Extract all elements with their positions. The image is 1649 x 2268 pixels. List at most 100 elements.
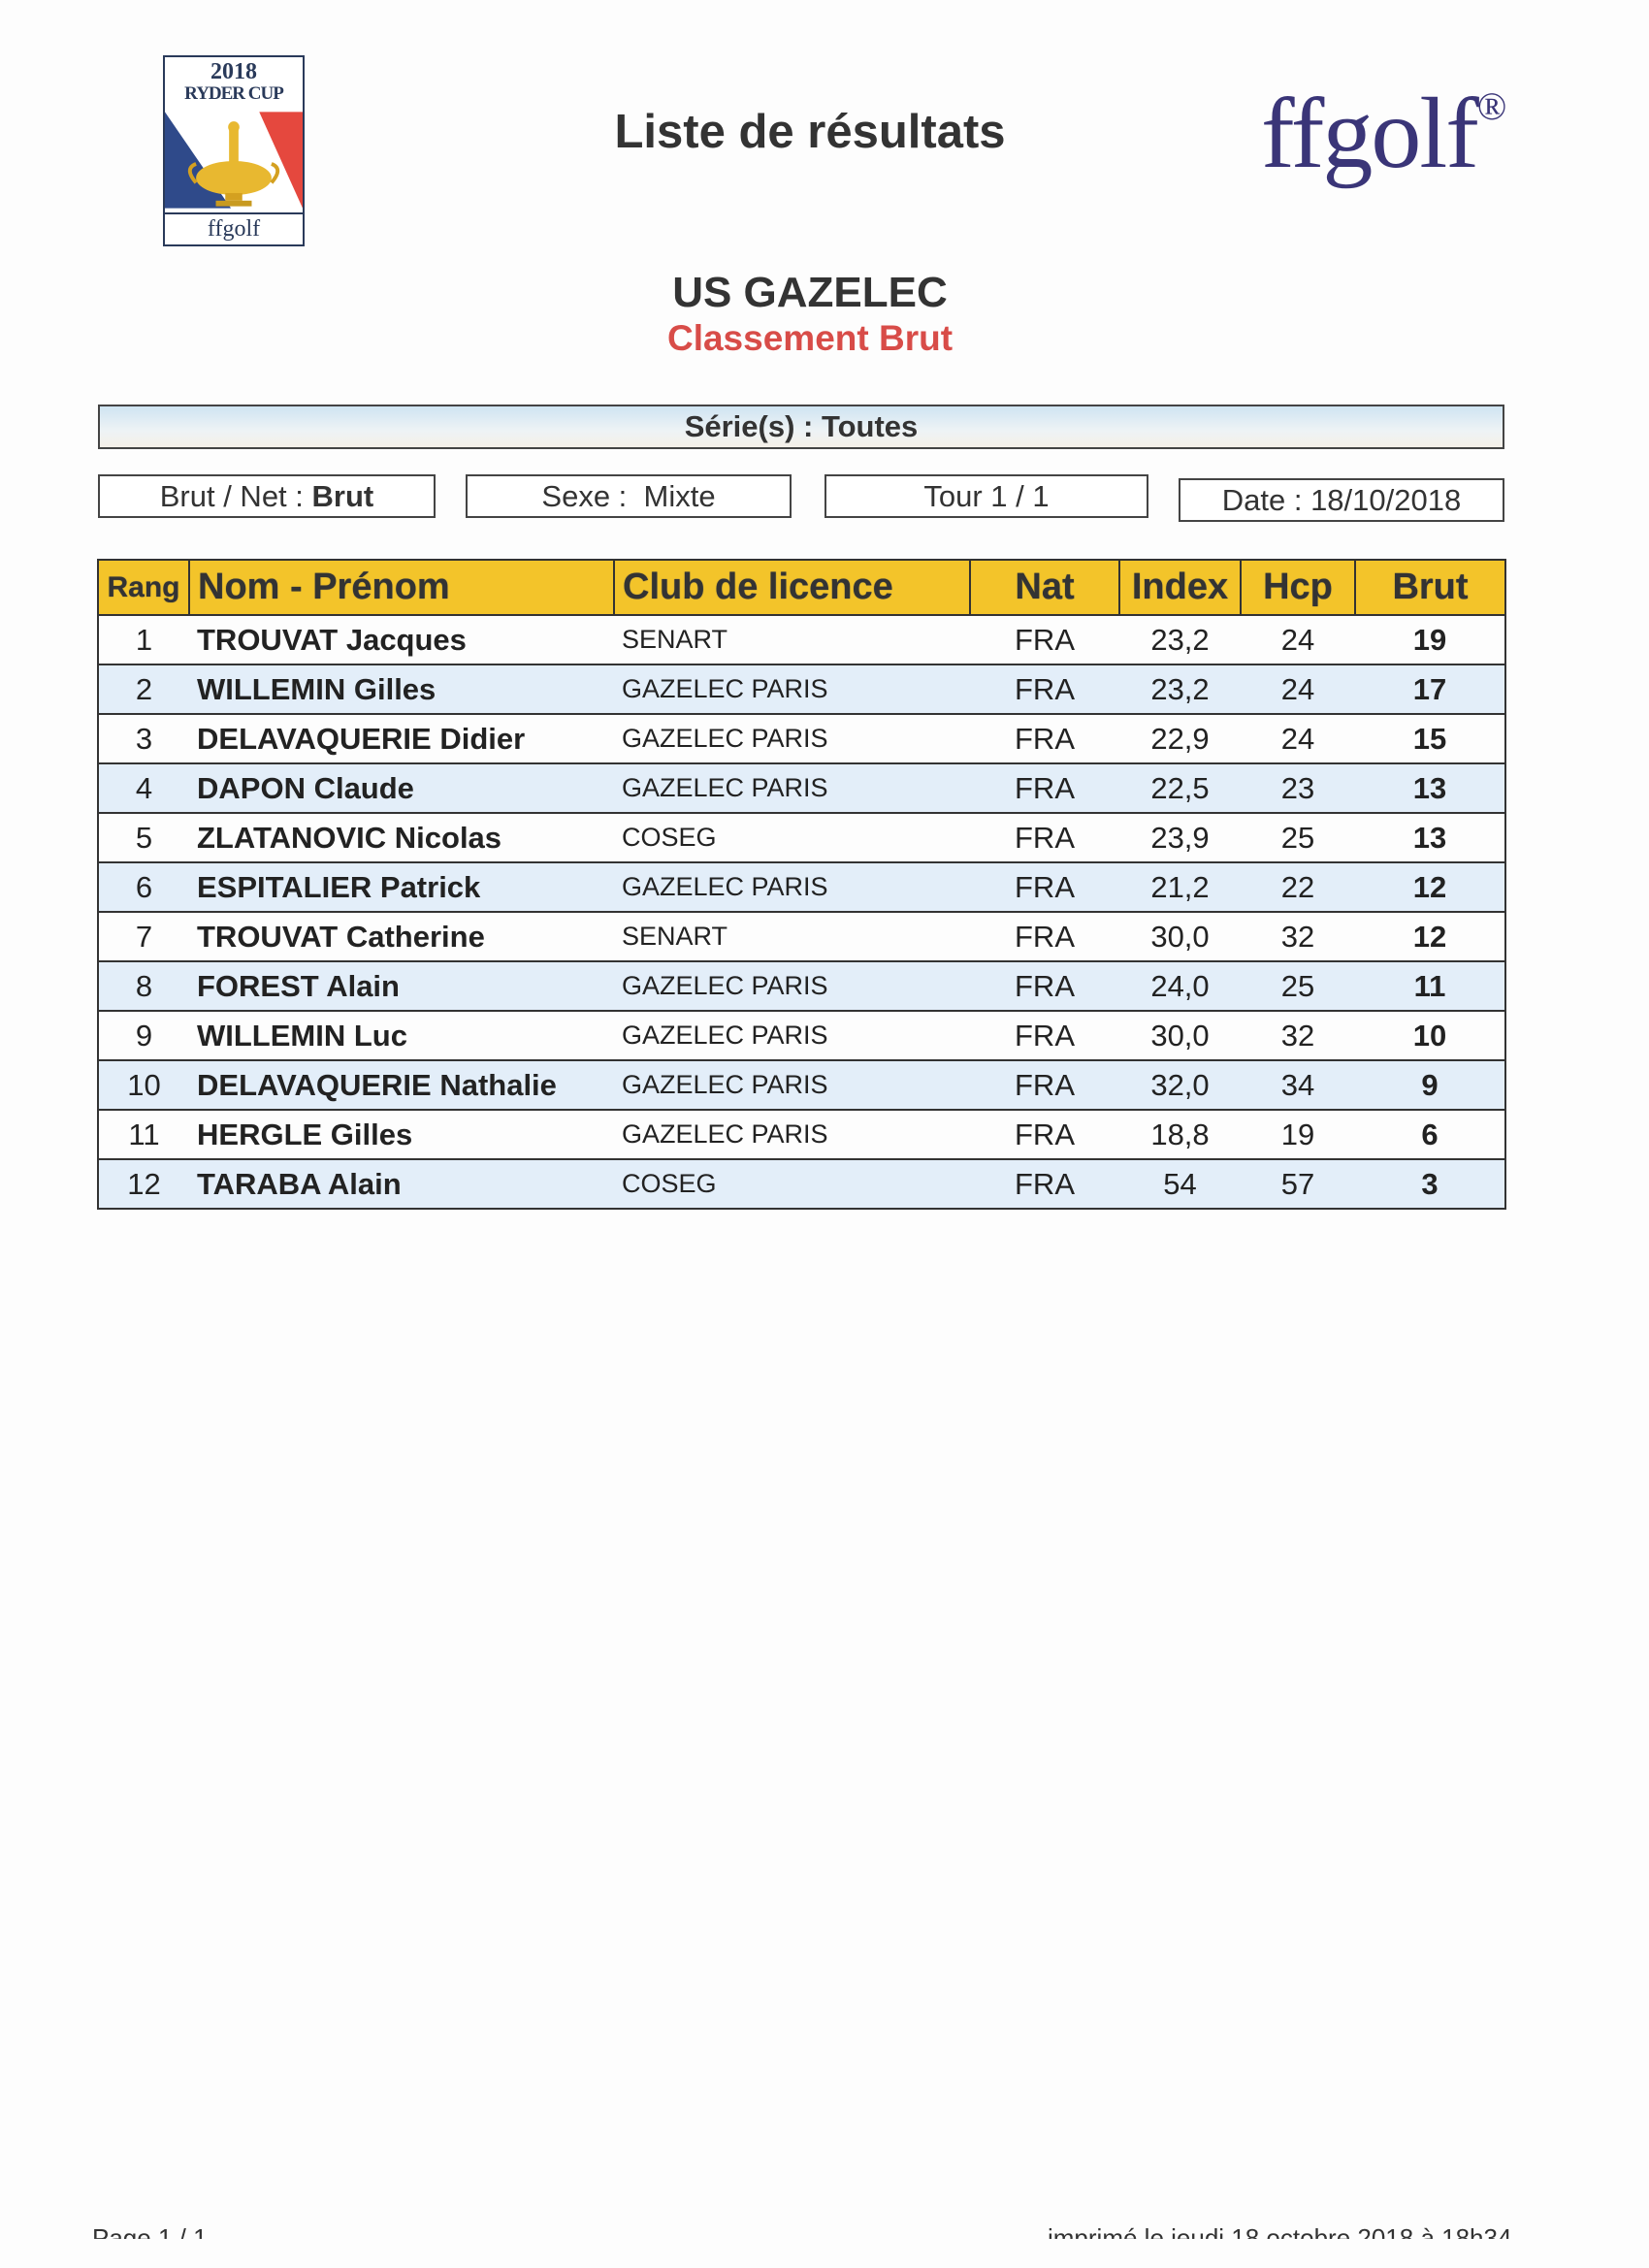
date-box: Date : 18/10/2018 xyxy=(1179,478,1504,522)
cell-nom: HERGLE Gilles xyxy=(189,1110,614,1160)
cell-index: 23,2 xyxy=(1119,664,1241,715)
table-row: 10 DELAVAQUERIE Nathalie GAZELEC PARIS FRA 3… xyxy=(97,1060,1506,1111)
cell-hcp: 57 xyxy=(1241,1159,1355,1210)
cell-brut: 9 xyxy=(1355,1060,1506,1111)
cell-nat: FRA xyxy=(970,763,1119,814)
cell-nat: FRA xyxy=(970,664,1119,715)
cell-club: GAZELEC PARIS xyxy=(614,1110,970,1160)
registered-icon: ® xyxy=(1476,84,1506,128)
cell-hcp: 25 xyxy=(1241,961,1355,1012)
cell-index: 18,8 xyxy=(1119,1110,1241,1160)
cell-brut: 19 xyxy=(1355,615,1506,665)
cell-nom: DELAVAQUERIE Didier xyxy=(189,714,614,764)
cell-rang: 5 xyxy=(97,813,189,863)
cell-brut: 11 xyxy=(1355,961,1506,1012)
cell-index: 24,0 xyxy=(1119,961,1241,1012)
logo-year: 2018 xyxy=(210,59,257,84)
cell-index: 32,0 xyxy=(1119,1060,1241,1111)
classement-title: Classement Brut xyxy=(666,318,954,358)
cell-club: GAZELEC PARIS xyxy=(614,1060,970,1111)
cell-club: GAZELEC PARIS xyxy=(614,714,970,764)
cell-rang: 7 xyxy=(97,912,189,962)
cell-hcp: 24 xyxy=(1241,615,1355,665)
cell-club: GAZELEC PARIS xyxy=(614,1011,970,1061)
cell-index: 22,5 xyxy=(1119,763,1241,814)
table-row: 6 ESPITALIER Patrick GAZELEC PARIS FRA 21,2 2… xyxy=(97,862,1506,913)
cell-nom: ESPITALIER Patrick xyxy=(189,862,614,913)
sexe-box: Sexe : Mixte xyxy=(466,474,792,518)
cell-nat: FRA xyxy=(970,862,1119,913)
page-title: Liste de résultats xyxy=(614,106,1006,158)
cell-nat: FRA xyxy=(970,615,1119,665)
cell-club: GAZELEC PARIS xyxy=(614,862,970,913)
club-name: US GAZELEC xyxy=(672,269,948,316)
table-row: 12 TARABA Alain COSEG FRA 54 57 3 xyxy=(97,1159,1506,1210)
cell-nat: FRA xyxy=(970,1110,1119,1160)
cell-rang: 8 xyxy=(97,961,189,1012)
cell-club: COSEG xyxy=(614,813,970,863)
cell-rang: 10 xyxy=(97,1060,189,1111)
table-row: 3 DELAVAQUERIE Didier GAZELEC PARIS FRA 22,9… xyxy=(97,714,1506,764)
cell-nat: FRA xyxy=(970,813,1119,863)
cell-club: COSEG xyxy=(614,1159,970,1210)
table-header: Rang Nom - Prénom Club de licence Nat In… xyxy=(97,559,1506,616)
cell-index: 30,0 xyxy=(1119,1011,1241,1061)
cell-club: GAZELEC PARIS xyxy=(614,763,970,814)
col-nom: Nom - Prénom xyxy=(188,559,615,616)
cell-brut: 3 xyxy=(1355,1159,1506,1210)
cell-index: 22,9 xyxy=(1119,714,1241,764)
cell-brut: 15 xyxy=(1355,714,1506,764)
cell-rang: 1 xyxy=(97,615,189,665)
cell-nat: FRA xyxy=(970,1011,1119,1061)
cell-index: 21,2 xyxy=(1119,862,1241,913)
table-row: 9 WILLEMIN Luc GAZELEC PARIS FRA 30,0 32 10 xyxy=(97,1011,1506,1061)
series-bar: Série(s) : Toutes xyxy=(98,405,1504,449)
table-row: 2 WILLEMIN Gilles GAZELEC PARIS FRA 23,2 24 17 xyxy=(97,664,1506,715)
results-table: Rang Nom - Prénom Club de licence Nat In… xyxy=(97,559,1506,1210)
brut-net-value: Brut xyxy=(311,479,374,513)
cell-nom: WILLEMIN Gilles xyxy=(189,664,614,715)
cell-rang: 11 xyxy=(97,1110,189,1160)
table-row: 11 HERGLE Gilles GAZELEC PARIS FRA 18,8 19 6 xyxy=(97,1110,1506,1160)
table-row: 8 FOREST Alain GAZELEC PARIS FRA 24,0 25 11 xyxy=(97,961,1506,1012)
cell-club: GAZELEC PARIS xyxy=(614,664,970,715)
cell-brut: 6 xyxy=(1355,1110,1506,1160)
cell-hcp: 19 xyxy=(1241,1110,1355,1160)
col-club: Club de licence xyxy=(613,559,971,616)
cell-nom: DAPON Claude xyxy=(189,763,614,814)
col-rang: Rang xyxy=(97,559,190,616)
cell-brut: 17 xyxy=(1355,664,1506,715)
ffgolf-logo: ffgolf® xyxy=(1261,76,1506,191)
col-index: Index xyxy=(1118,559,1242,616)
cell-hcp: 22 xyxy=(1241,862,1355,913)
cell-nat: FRA xyxy=(970,1159,1119,1210)
cell-brut: 13 xyxy=(1355,813,1506,863)
col-hcp: Hcp xyxy=(1240,559,1356,616)
ryder-cup-logo: 2018 RYDER CUP ffgolf xyxy=(163,55,305,246)
cell-brut: 12 xyxy=(1355,912,1506,962)
cell-nom: WILLEMIN Luc xyxy=(189,1011,614,1061)
trophy-flag-icon xyxy=(165,112,303,209)
cell-club: SENART xyxy=(614,912,970,962)
cell-hcp: 34 xyxy=(1241,1060,1355,1111)
cell-nom: DELAVAQUERIE Nathalie xyxy=(189,1060,614,1111)
cell-nom: FOREST Alain xyxy=(189,961,614,1012)
cell-index: 54 xyxy=(1119,1159,1241,1210)
col-nat: Nat xyxy=(969,559,1120,616)
cell-rang: 2 xyxy=(97,664,189,715)
cell-hcp: 25 xyxy=(1241,813,1355,863)
cell-nom: ZLATANOVIC Nicolas xyxy=(189,813,614,863)
cell-nom: TROUVAT Jacques xyxy=(189,615,614,665)
tour-box: Tour 1 / 1 xyxy=(824,474,1148,518)
table-row: 1 TROUVAT Jacques SENART FRA 23,2 24 19 xyxy=(97,615,1506,665)
cell-index: 30,0 xyxy=(1119,912,1241,962)
cell-rang: 4 xyxy=(97,763,189,814)
cell-nat: FRA xyxy=(970,961,1119,1012)
cell-nat: FRA xyxy=(970,912,1119,962)
cell-club: GAZELEC PARIS xyxy=(614,961,970,1012)
cell-brut: 13 xyxy=(1355,763,1506,814)
logo-brand: ffgolf xyxy=(165,212,303,243)
cell-index: 23,2 xyxy=(1119,615,1241,665)
cell-nat: FRA xyxy=(970,714,1119,764)
cell-rang: 12 xyxy=(97,1159,189,1210)
